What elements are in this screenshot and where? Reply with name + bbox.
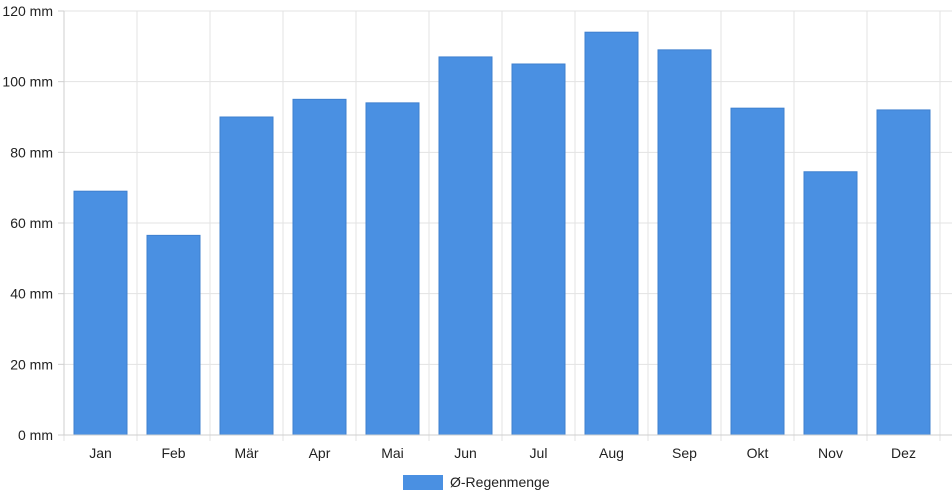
bar [657,49,712,436]
bar [803,171,858,436]
y-tick-label: 20 mm [10,356,53,372]
legend-swatch[interactable] [403,475,443,490]
x-tick-label: Aug [599,445,624,461]
bar [365,102,420,436]
axes [58,10,952,436]
bars [73,31,931,436]
x-tick-label: Apr [309,445,331,461]
x-tick-label: Jul [530,445,548,461]
bar [876,109,931,436]
bar [73,190,128,436]
bar [730,107,785,436]
x-tick-label: Feb [161,445,185,461]
x-tick-label: Jan [89,445,112,461]
y-tick-label: 60 mm [10,215,53,231]
x-tick-label: Okt [747,445,769,461]
bar [292,98,347,436]
x-tick-label: Dez [891,445,916,461]
y-tick-label: 40 mm [10,286,53,302]
x-axis-tick-labels: Jan Feb Mär Apr Mai Jun Jul Aug Sep Okt Nov Dez [89,445,916,461]
x-tick-label: Mai [381,445,404,461]
x-tick-label: Nov [818,445,843,461]
x-tick-label: Jun [454,445,477,461]
bar [511,63,566,436]
bar [146,234,201,436]
y-tick-label: 80 mm [10,144,53,160]
bar [584,31,639,436]
y-tick-label: 0 mm [18,427,53,443]
legend[interactable]: Ø-Regenmenge [403,474,550,490]
x-tick-label: Sep [672,445,697,461]
legend-label[interactable]: Ø-Regenmenge [450,474,550,490]
y-tick-label: 120 mm [2,3,53,19]
x-tick-label: Mär [234,445,258,461]
grid-lines [63,10,952,441]
bar [438,56,493,436]
bar [219,116,274,436]
y-axis-tick-labels: 0 mm 20 mm 40 mm 60 mm 80 mm 100 mm 120 mm [2,3,53,443]
y-tick-label: 100 mm [2,74,53,90]
